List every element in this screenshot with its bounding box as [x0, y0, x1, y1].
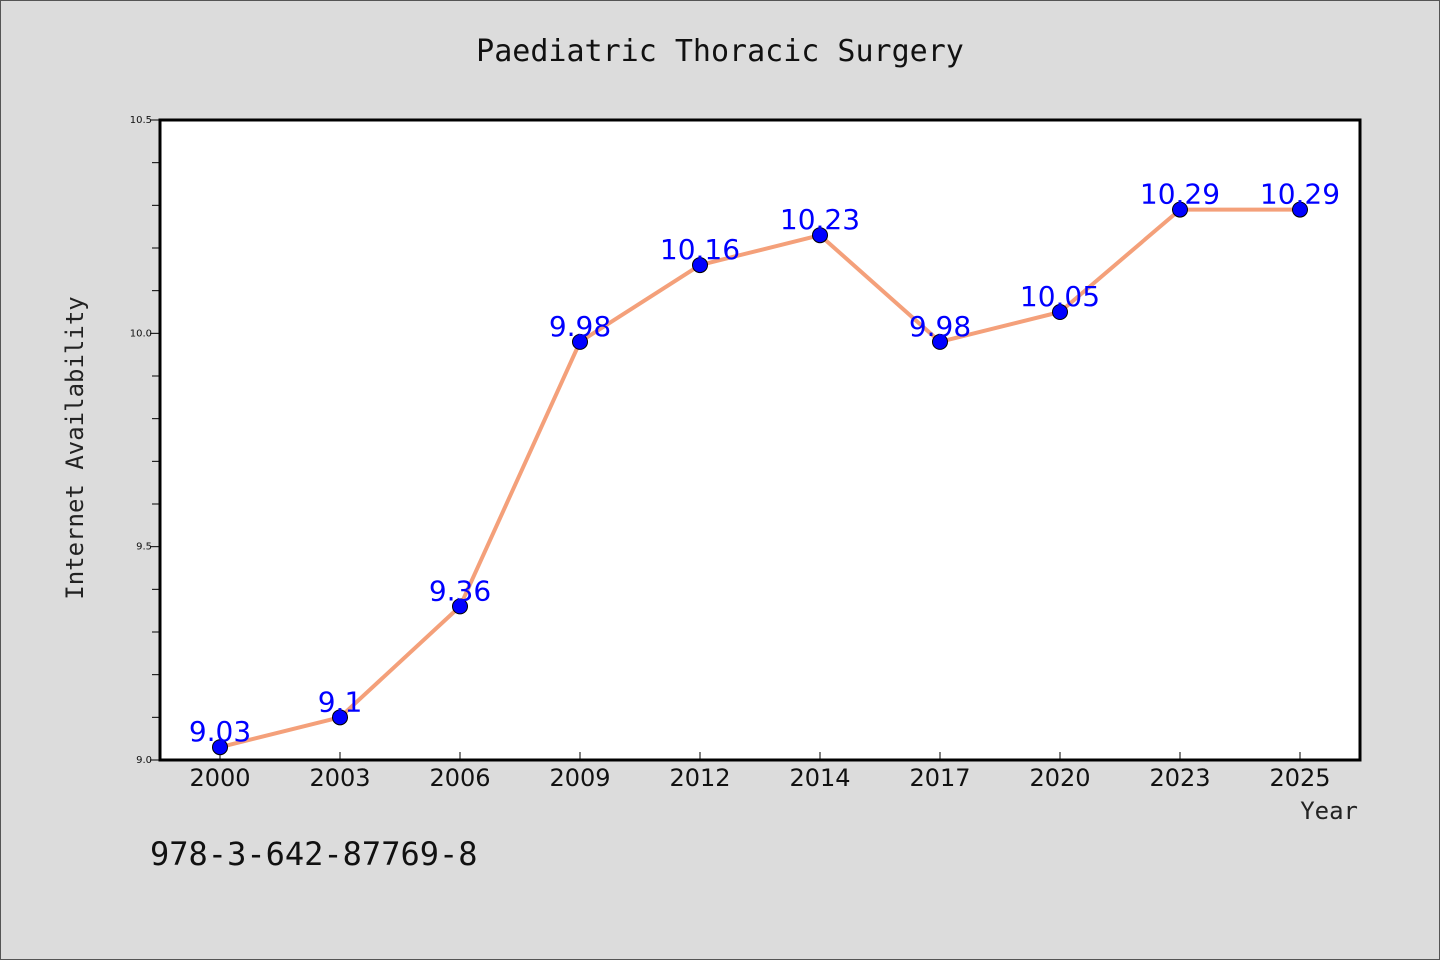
x-axis: 2000 2003 2006 2009 2012 2014 2017 2020 2023 2025: [189, 752, 1331, 792]
data-point: [1172, 201, 1188, 218]
data-label: 10.16: [660, 233, 740, 266]
x-tick-label: 2000: [189, 764, 250, 792]
data-point: [332, 709, 348, 726]
data-point: [212, 739, 228, 756]
data-label: 9.98: [909, 310, 971, 343]
data-point: [572, 333, 588, 350]
x-tick-label: 2017: [909, 764, 970, 792]
data-labels: 9.03 9.1 9.36 9.98 10.16 10.23 9.98 10.05 10.29 1…: [189, 178, 1340, 749]
x-tick-label: 2012: [669, 764, 730, 792]
data-point: [812, 227, 828, 244]
data-point: [932, 333, 948, 350]
data-label: 10.29: [1260, 178, 1340, 211]
x-tick-label: 2003: [309, 764, 370, 792]
data-markers: [212, 201, 1308, 756]
y-tick-label: 9.0: [136, 755, 152, 766]
y-tick-label: 10.0: [130, 328, 152, 339]
data-label: 9.1: [318, 685, 363, 718]
y-axis: 9.0 9.5 10.0 10.5: [130, 115, 160, 766]
isbn-code: 978-3-642-87769-8: [150, 835, 478, 873]
x-tick-label: 2020: [1029, 764, 1090, 792]
data-label: 9.98: [549, 310, 611, 343]
chart-title: Paediatric Thoracic Surgery: [476, 34, 964, 69]
y-tick-label: 10.5: [130, 115, 152, 126]
y-tick-label: 9.5: [136, 542, 152, 553]
x-axis-label: Year: [1300, 797, 1358, 825]
data-label: 10.29: [1140, 178, 1220, 211]
x-tick-label: 2025: [1269, 764, 1330, 792]
x-tick-label: 2006: [429, 764, 490, 792]
data-point: [692, 257, 708, 274]
data-point: [452, 598, 468, 615]
data-point: [1292, 201, 1308, 218]
data-point: [1052, 304, 1068, 320]
x-tick-label: 2023: [1149, 764, 1210, 792]
x-tick-label: 2014: [789, 764, 850, 792]
series-line: [219, 207, 1300, 750]
data-label: 10.23: [780, 203, 860, 236]
x-tick-label: 2009: [549, 764, 610, 792]
data-label: 10.05: [1020, 280, 1100, 313]
data-label: 9.36: [429, 574, 491, 607]
data-label: 9.03: [189, 715, 251, 748]
